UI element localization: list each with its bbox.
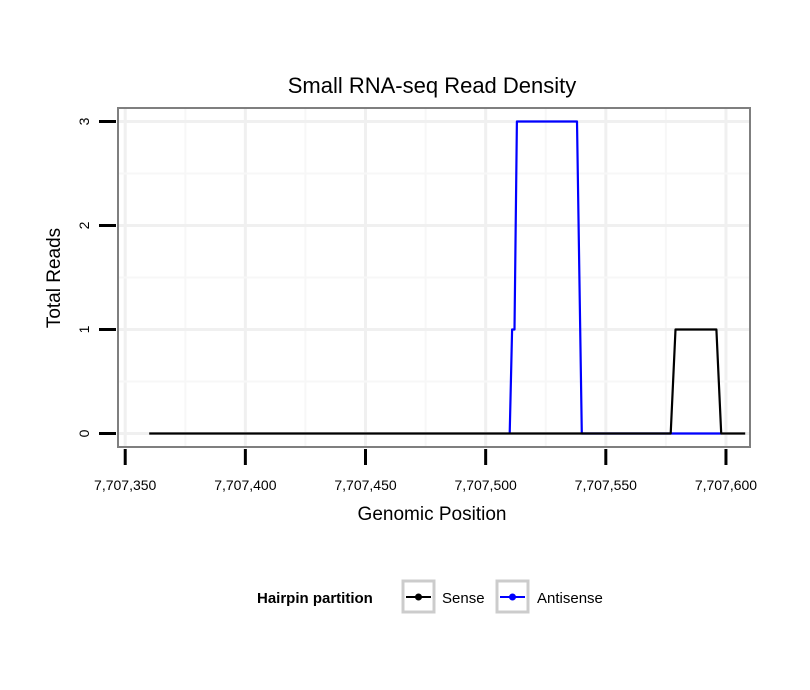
legend-item-sense: Sense <box>401 579 485 614</box>
y-axis-title: Total Reads <box>44 228 65 328</box>
y-tick-label: 2 <box>76 221 92 229</box>
series-line-sense <box>149 328 746 435</box>
x-tick-label: 7,707,600 <box>695 477 757 493</box>
y-tick-label: 0 <box>76 429 92 437</box>
legend-label-antisense: Antisense <box>537 590 603 607</box>
series-lines <box>149 120 746 435</box>
y-tick-label: 3 <box>76 117 92 125</box>
chart-title: Small RNA-seq Read Density <box>288 73 577 98</box>
y-axis: 0 1 2 3 <box>76 117 116 437</box>
legend-item-antisense: Antisense <box>495 579 603 614</box>
grid-lines <box>118 108 750 447</box>
x-tick-label: 7,707,400 <box>214 477 276 493</box>
series-line-antisense <box>508 120 722 435</box>
legend-point-antisense <box>509 593 516 601</box>
plot-panel <box>117 107 751 448</box>
legend: Hairpin partition Sense Antisense <box>257 579 603 614</box>
legend-title: Hairpin partition <box>257 590 373 607</box>
legend-point-sense <box>415 593 422 601</box>
x-tick-label: 7,707,550 <box>575 477 637 493</box>
x-tick-label: 7,707,450 <box>334 477 396 493</box>
x-axis-title: Genomic Position <box>358 504 507 525</box>
x-tick-label: 7,707,350 <box>94 477 156 493</box>
legend-label-sense: Sense <box>442 590 485 607</box>
x-axis: 7,707,350 7,707,400 7,707,450 7,707,500 7,70… <box>94 449 757 493</box>
panel-border <box>117 107 751 448</box>
y-tick-label: 1 <box>76 325 92 333</box>
x-tick-label: 7,707,500 <box>455 477 517 493</box>
